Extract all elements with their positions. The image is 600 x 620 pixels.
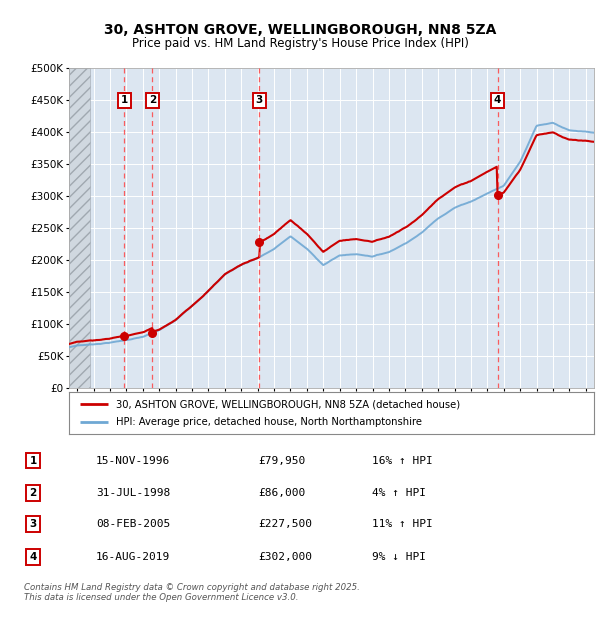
Text: 4: 4 (29, 552, 37, 562)
Text: 1: 1 (29, 456, 37, 466)
Text: 3: 3 (29, 520, 37, 529)
Text: 11% ↑ HPI: 11% ↑ HPI (372, 520, 433, 529)
Text: 2: 2 (29, 488, 37, 498)
Text: 31-JUL-1998: 31-JUL-1998 (96, 488, 170, 498)
Text: £79,950: £79,950 (258, 456, 305, 466)
Text: 30, ASHTON GROVE, WELLINGBOROUGH, NN8 5ZA (detached house): 30, ASHTON GROVE, WELLINGBOROUGH, NN8 5Z… (116, 399, 460, 409)
Text: HPI: Average price, detached house, North Northamptonshire: HPI: Average price, detached house, Nort… (116, 417, 422, 427)
Text: 1: 1 (121, 95, 128, 105)
Text: 08-FEB-2005: 08-FEB-2005 (96, 520, 170, 529)
Text: 3: 3 (256, 95, 263, 105)
Text: £302,000: £302,000 (258, 552, 312, 562)
Text: Contains HM Land Registry data © Crown copyright and database right 2025.
This d: Contains HM Land Registry data © Crown c… (24, 583, 360, 602)
Text: Price paid vs. HM Land Registry's House Price Index (HPI): Price paid vs. HM Land Registry's House … (131, 37, 469, 50)
Text: 2: 2 (149, 95, 156, 105)
Text: 16% ↑ HPI: 16% ↑ HPI (372, 456, 433, 466)
Text: 15-NOV-1996: 15-NOV-1996 (96, 456, 170, 466)
Text: 30, ASHTON GROVE, WELLINGBOROUGH, NN8 5ZA: 30, ASHTON GROVE, WELLINGBOROUGH, NN8 5Z… (104, 23, 496, 37)
Text: 9% ↓ HPI: 9% ↓ HPI (372, 552, 426, 562)
Text: £227,500: £227,500 (258, 520, 312, 529)
Text: 4: 4 (494, 95, 501, 105)
Text: 4% ↑ HPI: 4% ↑ HPI (372, 488, 426, 498)
Text: £86,000: £86,000 (258, 488, 305, 498)
Bar (69, 68, 89, 388)
Text: 16-AUG-2019: 16-AUG-2019 (96, 552, 170, 562)
